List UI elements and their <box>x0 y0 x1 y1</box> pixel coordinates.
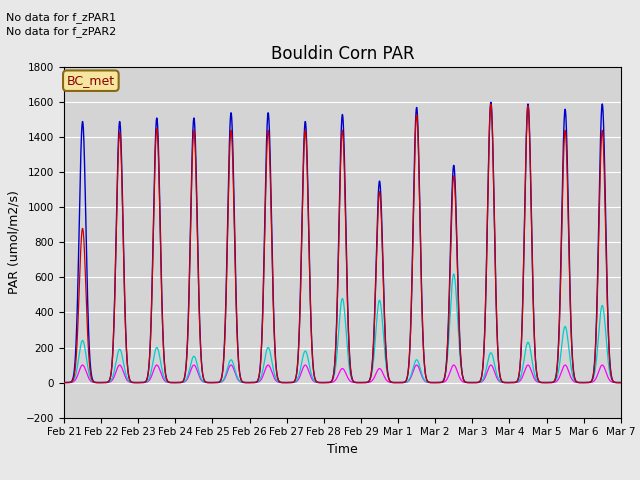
Title: Bouldin Corn PAR: Bouldin Corn PAR <box>271 45 414 63</box>
Text: No data for f_zPAR2: No data for f_zPAR2 <box>6 26 116 37</box>
X-axis label: Time: Time <box>327 443 358 456</box>
Y-axis label: PAR (umol/m2/s): PAR (umol/m2/s) <box>7 191 20 294</box>
Text: BC_met: BC_met <box>67 74 115 87</box>
Text: No data for f_zPAR1: No data for f_zPAR1 <box>6 12 116 23</box>
